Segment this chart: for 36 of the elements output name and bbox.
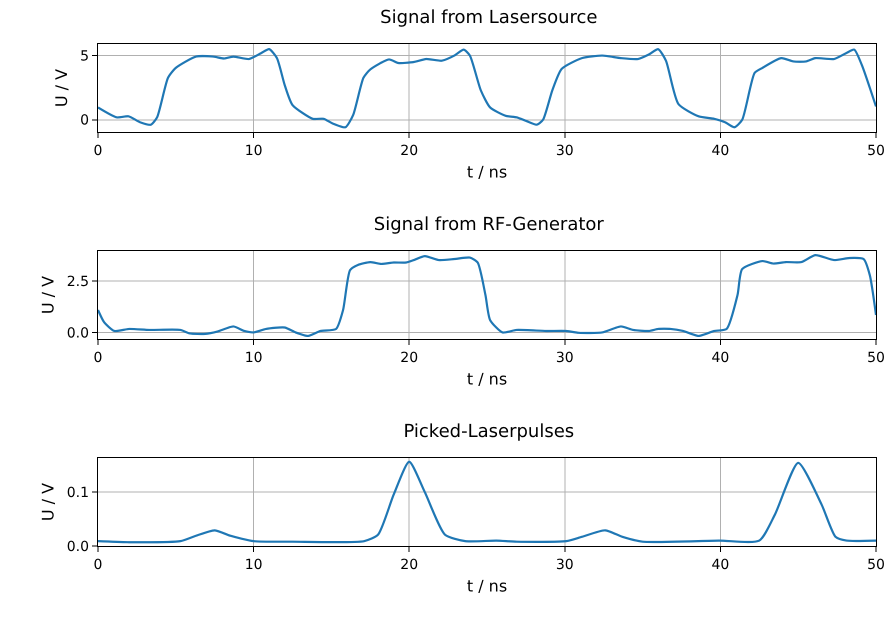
x-tick-label: 10 [244, 143, 263, 159]
x-tick-label: 20 [400, 143, 418, 159]
x-tick-label: 30 [556, 143, 574, 159]
y-tick-label: 0 [80, 112, 89, 129]
chart-title: Signal from Lasersource [380, 6, 598, 28]
x-axis-title: t / ns [466, 162, 508, 182]
chart-title: Picked-Laserpulses [403, 420, 574, 442]
x-tick-label: 40 [711, 350, 730, 366]
y-axis-title: U / V [52, 68, 72, 108]
x-tick-label: 0 [94, 143, 102, 159]
x-tick-label: 50 [867, 143, 885, 159]
y-tick-label: 0.1 [66, 484, 89, 501]
x-tick-label: 20 [400, 557, 418, 573]
x-tick-label: 20 [400, 350, 418, 366]
x-axis-title: t / ns [466, 370, 508, 389]
y-tick-label: 0.0 [66, 538, 89, 555]
x-tick-label: 40 [711, 143, 730, 159]
x-tick-label: 0 [94, 557, 102, 573]
x-tick-label: 40 [711, 557, 730, 573]
y-axis-title: U / V [38, 482, 58, 522]
x-tick-label: 0 [94, 350, 102, 366]
x-tick-label: 50 [867, 350, 885, 366]
y-tick-label: 0.0 [66, 325, 89, 342]
x-tick-label: 30 [556, 557, 574, 573]
line-series [98, 48, 876, 128]
x-tick-label: 10 [244, 350, 263, 366]
line-series [98, 254, 876, 338]
y-tick-label: 5 [80, 48, 89, 64]
x-tick-label: 50 [867, 557, 885, 573]
x-tick-label: 30 [556, 350, 574, 366]
x-axis-title: t / ns [466, 576, 508, 596]
y-tick-label: 2.5 [66, 274, 89, 290]
y-axis-title: U / V [38, 276, 58, 314]
chart-title: Signal from RF-Generator [374, 214, 604, 235]
line-series [98, 460, 876, 544]
x-tick-label: 10 [244, 557, 263, 573]
